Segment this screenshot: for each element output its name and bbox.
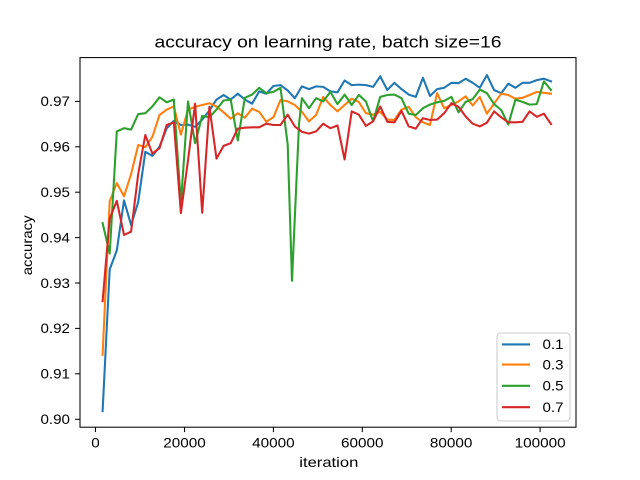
svg-text:20000: 20000 bbox=[163, 435, 206, 451]
svg-text:0.95: 0.95 bbox=[41, 184, 71, 200]
svg-text:accuracy: accuracy bbox=[19, 215, 35, 275]
svg-text:0.3: 0.3 bbox=[543, 356, 564, 372]
svg-text:0.90: 0.90 bbox=[41, 411, 71, 427]
svg-text:0.7: 0.7 bbox=[543, 399, 564, 415]
svg-text:80000: 80000 bbox=[430, 435, 473, 451]
svg-text:0.93: 0.93 bbox=[41, 275, 71, 291]
svg-text:iteration: iteration bbox=[299, 454, 358, 470]
svg-text:40000: 40000 bbox=[252, 435, 295, 451]
svg-text:0.97: 0.97 bbox=[41, 93, 71, 109]
svg-text:0.94: 0.94 bbox=[41, 229, 71, 245]
svg-text:0.5: 0.5 bbox=[543, 378, 564, 394]
svg-text:0.1: 0.1 bbox=[543, 336, 564, 352]
svg-text:0.92: 0.92 bbox=[41, 320, 71, 336]
svg-text:60000: 60000 bbox=[341, 435, 384, 451]
svg-text:0.96: 0.96 bbox=[41, 139, 71, 155]
svg-text:0.91: 0.91 bbox=[41, 366, 71, 382]
svg-text:100000: 100000 bbox=[515, 435, 566, 451]
svg-text:0: 0 bbox=[91, 435, 100, 451]
svg-text:accuracy on learning rate, bat: accuracy on learning rate, batch size=16 bbox=[155, 33, 502, 52]
